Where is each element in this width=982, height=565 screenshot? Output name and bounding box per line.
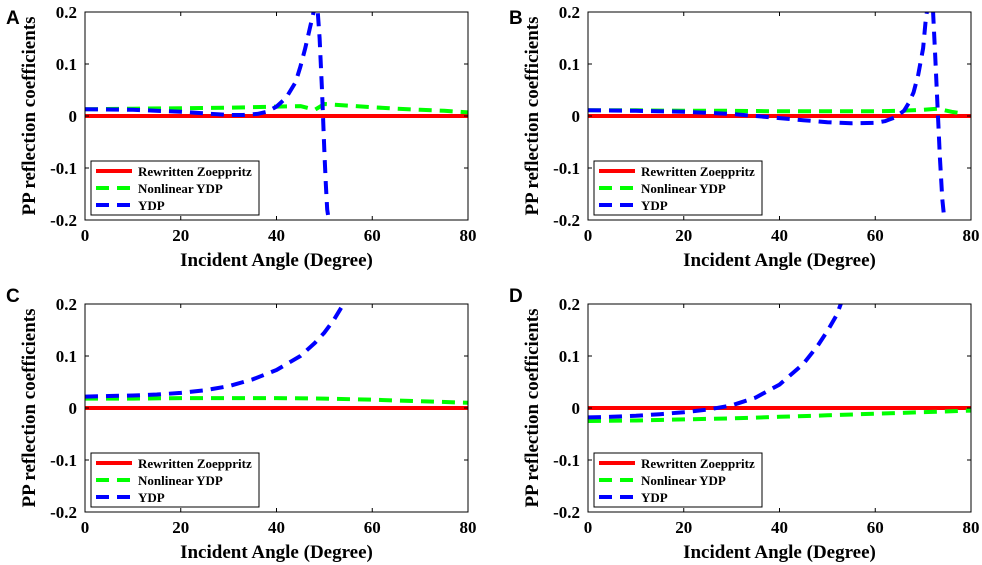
x-tick-label: 0 — [81, 518, 90, 537]
legend: Rewritten Zoeppritz Nonlinear YDP YDP — [90, 160, 260, 216]
y-tick-label: 0.1 — [559, 55, 580, 74]
x-tick-label: 40 — [771, 226, 788, 245]
series-line-ydp — [85, 304, 346, 399]
y-axis-title: PP reflection coefficients — [522, 16, 543, 215]
plot-area — [85, 12, 468, 220]
legend-label-nonlinear-ydp: Nonlinear YDP — [641, 473, 726, 488]
y-tick-label: 0 — [572, 107, 581, 126]
legend-label-rewritten-zoeppritz: Rewritten Zoeppritz — [641, 164, 755, 179]
x-tick-label: 40 — [771, 518, 788, 537]
x-axis-title: Incident Angle (Degree) — [180, 250, 373, 271]
y-tick-label: 0.2 — [56, 295, 77, 314]
y-tick-label: 0 — [69, 399, 78, 418]
plot-area — [588, 304, 971, 423]
y-tick-label: 0.2 — [559, 295, 580, 314]
panel-letter: A — [6, 8, 20, 29]
x-tick-label: 80 — [963, 518, 980, 537]
series-line-nonlinear-ydp — [85, 396, 468, 405]
plot-area — [85, 304, 468, 410]
legend-label-rewritten-zoeppritz: Rewritten Zoeppritz — [641, 456, 755, 471]
y-axis-title: PP reflection coefficients — [19, 16, 40, 215]
plot-area — [588, 12, 971, 220]
x-axis-title: Incident Angle (Degree) — [683, 250, 876, 271]
x-tick-label: 0 — [81, 226, 90, 245]
x-tick-label: 40 — [268, 518, 285, 537]
y-tick-label: -0.2 — [50, 211, 77, 230]
y-tick-label: 0.1 — [559, 347, 580, 366]
x-tick-label: 60 — [867, 518, 884, 537]
y-tick-label: 0.1 — [56, 55, 77, 74]
y-tick-label: -0.2 — [553, 211, 580, 230]
series-line-ydp — [588, 304, 843, 420]
x-tick-label: 20 — [172, 518, 189, 537]
legend-label-nonlinear-ydp: Nonlinear YDP — [138, 473, 223, 488]
x-tick-label: 20 — [675, 226, 692, 245]
panel-b: B 0 20 40 60 80 -0.2 -0.1 0 0.1 0.2 Incident Angle … — [509, 3, 980, 271]
x-tick-label: 60 — [364, 518, 381, 537]
legend-label-rewritten-zoeppritz: Rewritten Zoeppritz — [138, 164, 252, 179]
x-tick-label: 20 — [675, 518, 692, 537]
x-tick-label: 60 — [364, 226, 381, 245]
y-tick-label: -0.1 — [50, 451, 77, 470]
panel-letter: C — [6, 286, 20, 307]
x-tick-label: 60 — [867, 226, 884, 245]
x-tick-label: 80 — [460, 226, 477, 245]
x-tick-label: 0 — [584, 518, 593, 537]
series-line-ydp — [588, 12, 947, 220]
legend: Rewritten Zoeppritz Nonlinear YDP YDP — [593, 452, 763, 508]
legend-label-rewritten-zoeppritz: Rewritten Zoeppritz — [138, 456, 252, 471]
y-tick-label: 0 — [572, 399, 581, 418]
y-tick-label: 0 — [69, 107, 78, 126]
y-tick-label: 0.1 — [56, 347, 77, 366]
panel-letter: D — [509, 286, 523, 307]
y-axis-title: PP reflection coefficients — [19, 308, 40, 507]
y-tick-label: 0.2 — [559, 3, 580, 22]
y-tick-label: -0.2 — [553, 503, 580, 522]
legend-label-ydp: YDP — [138, 490, 165, 505]
legend: Rewritten Zoeppritz Nonlinear YDP YDP — [90, 452, 260, 508]
panel-letter: B — [509, 8, 523, 29]
x-tick-label: 40 — [268, 226, 285, 245]
y-tick-label: 0.2 — [56, 3, 77, 22]
y-tick-label: -0.1 — [553, 451, 580, 470]
x-axis-title: Incident Angle (Degree) — [180, 542, 373, 563]
x-axis-title: Incident Angle (Degree) — [683, 542, 876, 563]
x-tick-label: 80 — [460, 518, 477, 537]
y-tick-label: -0.2 — [50, 503, 77, 522]
legend: Rewritten Zoeppritz Nonlinear YDP YDP — [593, 160, 763, 216]
panel-c: C 0 20 40 60 80 -0.2 -0.1 0 0.1 0.2 Incident Angle … — [6, 286, 477, 563]
panel-d: D 0 20 40 60 80 -0.2 -0.1 0 0.1 0.2 Incident Angle … — [509, 286, 980, 563]
series-line-nonlinear-ydp — [85, 102, 468, 115]
legend-label-nonlinear-ydp: Nonlinear YDP — [641, 181, 726, 196]
legend-label-ydp: YDP — [138, 198, 165, 213]
legend-label-ydp: YDP — [641, 198, 668, 213]
y-tick-label: -0.1 — [50, 159, 77, 178]
x-tick-label: 0 — [584, 226, 593, 245]
panel-a: A 0 20 40 60 80 -0.2 -0.1 0 0.1 0.2 Incident Angle … — [6, 3, 477, 271]
series-line-nonlinear-ydp — [588, 408, 971, 423]
y-axis-title: PP reflection coefficients — [522, 308, 543, 507]
x-tick-label: 80 — [963, 226, 980, 245]
legend-label-ydp: YDP — [641, 490, 668, 505]
x-tick-label: 20 — [172, 226, 189, 245]
legend-label-nonlinear-ydp: Nonlinear YDP — [138, 181, 223, 196]
y-tick-label: -0.1 — [553, 159, 580, 178]
series-line-ydp — [85, 12, 331, 220]
